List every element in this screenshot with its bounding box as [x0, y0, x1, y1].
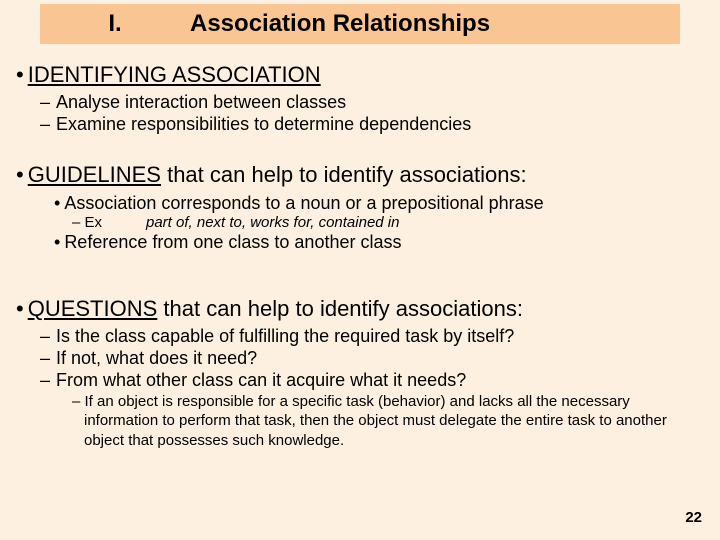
item-text: Is the class capable of fulfilling the r… [56, 326, 514, 346]
section-heading-guidelines: •GUIDELINES that can help to identify as… [12, 162, 708, 188]
example-label: – Ex [72, 214, 146, 231]
dash-icon: – [40, 348, 50, 368]
item-text: From what other class can it acquire wha… [56, 370, 466, 390]
title-text: Association Relationships [190, 10, 680, 38]
bullet-icon: • [16, 62, 24, 87]
item-text: Analyse interaction between classes [56, 92, 346, 112]
list-item: •Association corresponds to a noun or a … [54, 192, 708, 215]
title-bar: I. Association Relationships [40, 4, 680, 44]
item-text: If not, what does it need? [56, 348, 257, 368]
bullet-icon: • [54, 232, 60, 252]
page-number: 22 [685, 509, 702, 526]
item-text: Association corresponds to a noun or a p… [64, 193, 543, 213]
heading-underlined: GUIDELINES [28, 162, 161, 187]
heading-underlined: IDENTIFYING ASSOCIATION [28, 62, 321, 87]
note-text: – If an object is responsible for a spec… [72, 392, 708, 451]
list-item: –Analyse interaction between classes [40, 92, 708, 114]
item-text: Examine responsibilities to determine de… [56, 114, 471, 134]
title-number: I. [40, 10, 190, 38]
list-item: –If not, what does it need? [40, 348, 708, 370]
section-heading-identifying: •IDENTIFYING ASSOCIATION [12, 62, 708, 88]
dash-icon: – [40, 114, 50, 134]
section-heading-questions: •QUESTIONS that can help to identify ass… [12, 296, 708, 322]
heading-rest: that can help to identify associations: [161, 162, 527, 187]
heading-underlined: QUESTIONS [28, 296, 158, 321]
content-area: •IDENTIFYING ASSOCIATION –Analyse intera… [12, 56, 708, 450]
slide: I. Association Relationships •IDENTIFYIN… [0, 0, 720, 540]
dash-icon: – [40, 326, 50, 346]
list-item: –From what other class can it acquire wh… [40, 370, 708, 392]
list-item: –Examine responsibilities to determine d… [40, 114, 708, 136]
item-text: Reference from one class to another clas… [64, 232, 401, 252]
list-item: •Reference from one class to another cla… [54, 231, 708, 254]
example-text: part of, next to, works for, contained i… [146, 214, 399, 231]
bullet-icon: • [16, 296, 24, 321]
bullet-icon: • [16, 162, 24, 187]
example-line: – Expart of, next to, works for, contain… [72, 214, 708, 231]
heading-rest: that can help to identify associations: [157, 296, 523, 321]
dash-icon: – [40, 370, 50, 390]
dash-icon: – [40, 92, 50, 112]
list-item: –Is the class capable of fulfilling the … [40, 326, 708, 348]
bullet-icon: • [54, 193, 60, 213]
